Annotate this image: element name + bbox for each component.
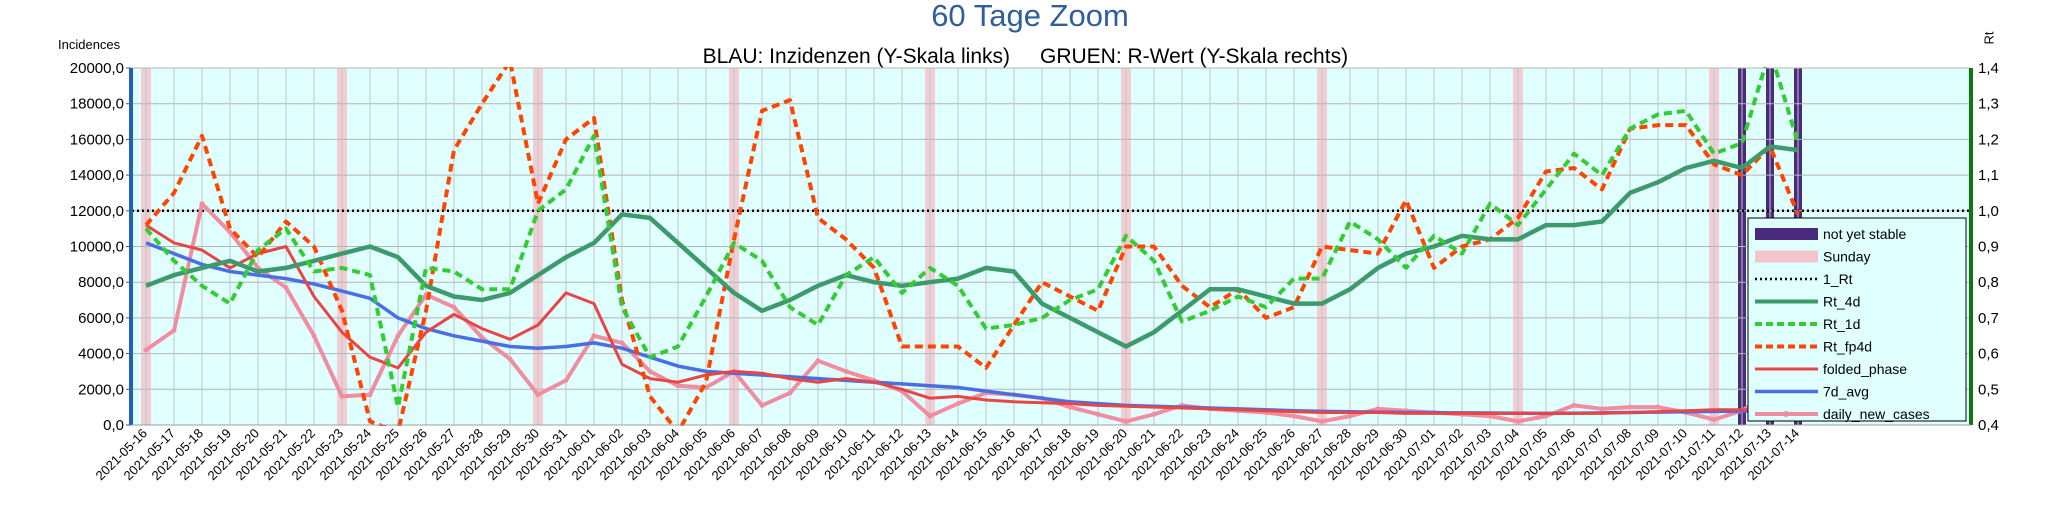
- data-point-daily_new_cases: [451, 304, 457, 310]
- legend-label: Rt_1d: [1823, 316, 1860, 332]
- data-point-daily_new_cases: [815, 358, 821, 364]
- data-point-daily_new_cases: [1627, 404, 1633, 410]
- data-point-daily_new_cases: [759, 402, 765, 408]
- data-point-daily_new_cases: [843, 368, 849, 374]
- y-tick-label-right: 0,6: [1978, 346, 1999, 363]
- y-tick-label-left: 14000,0: [70, 167, 124, 184]
- y-ticks-left: 0,0 2000,0 4000,0 6000,0 8000,0 10000,0 12000,…: [70, 60, 131, 434]
- data-point-daily_new_cases: [1655, 404, 1661, 410]
- y-tick-label-left: 16000,0: [70, 131, 124, 148]
- chart-subtitle-left: BLAU: Inzidenzen (Y-Skala links): [703, 45, 1010, 68]
- data-point-daily_new_cases: [1599, 406, 1605, 412]
- legend-label: not yet stable: [1823, 226, 1906, 242]
- legend-label: daily_new_cases: [1823, 406, 1930, 422]
- data-point-daily_new_cases: [1123, 418, 1129, 424]
- data-point-daily_new_cases: [787, 390, 793, 396]
- data-point-daily_new_cases: [955, 401, 961, 407]
- data-point-daily_new_cases: [143, 347, 149, 353]
- y-tick-label-left: 18000,0: [70, 96, 124, 113]
- y-tick-label-left: 8000,0: [78, 274, 124, 291]
- data-point-daily_new_cases: [395, 333, 401, 339]
- series-line-Rt_4d: [145, 144, 1799, 349]
- y-tick-label-right: 1,0: [1978, 203, 1999, 220]
- data-point-daily_new_cases: [927, 413, 933, 419]
- y-tick-label-right: 0,7: [1978, 310, 1999, 327]
- data-point-daily_new_cases: [1711, 417, 1717, 423]
- y-tick-label-left: 12000,0: [70, 203, 124, 220]
- legend-label: 1_Rt: [1823, 271, 1853, 287]
- y-tick-label-left: 10000,0: [70, 239, 124, 256]
- data-point-daily_new_cases: [675, 383, 681, 389]
- legend-label: Sunday: [1823, 249, 1870, 265]
- data-point-daily_new_cases: [479, 335, 485, 340]
- data-point-daily_new_cases: [563, 377, 569, 383]
- data-point-daily_new_cases: [227, 229, 233, 235]
- data-point-daily_new_cases: [1571, 402, 1577, 408]
- y-tick-label-right: 0,4: [1978, 417, 1999, 434]
- y-tick-label-left: 0,0: [103, 417, 124, 434]
- chart-title: 60 Tage Zoom: [931, 0, 1129, 33]
- legend-marker: [1783, 411, 1789, 417]
- y-tick-label-right: 1,1: [1978, 167, 1999, 184]
- data-point-daily_new_cases: [199, 201, 205, 207]
- y-tick-label-right: 0,9: [1978, 239, 1999, 256]
- y-tick-label-right: 0,8: [1978, 274, 1999, 291]
- y-tick-label-left: 4000,0: [78, 346, 124, 363]
- y-ticks-right: 0,4 0,5 0,6 0,7 0,8 0,9 1,0 1,1 1,2 1,3 1,4: [1978, 60, 1999, 434]
- data-point-daily_new_cases: [283, 285, 289, 291]
- y-tick-label-right: 1,2: [1978, 131, 1999, 148]
- data-point-daily_new_cases: [1515, 418, 1521, 424]
- y-tick-label-left: 2000,0: [78, 381, 124, 398]
- legend-label: Rt_fp4d: [1823, 339, 1872, 355]
- y-tick-label-right: 0,5: [1978, 381, 1999, 398]
- data-point-daily_new_cases: [619, 340, 625, 346]
- chart-subtitle-right: GRUEN: R-Wert (Y-Skala rechts): [1040, 45, 1348, 68]
- data-point-daily_new_cases: [1375, 406, 1381, 412]
- y-tick-label-left: 20000,0: [70, 60, 124, 77]
- legend-label: folded_phase: [1823, 361, 1907, 377]
- legend-swatch: [1755, 228, 1818, 240]
- y-axis-right-label: Rt: [1981, 31, 1996, 44]
- data-point-daily_new_cases: [1291, 413, 1297, 419]
- y-tick-label-right: 1,4: [1978, 60, 1999, 77]
- data-point-daily_new_cases: [1067, 404, 1073, 410]
- x-ticks: 2021-05-162021-05-172021-05-182021-05-19…: [92, 426, 1802, 484]
- legend-label: 7d_avg: [1823, 384, 1869, 400]
- data-point-daily_new_cases: [339, 393, 345, 399]
- data-point-daily_new_cases: [311, 333, 317, 339]
- y-tick-label-left: 6000,0: [78, 310, 124, 327]
- legend-swatch: [1755, 250, 1818, 263]
- y-axis-left-label: Incidences: [58, 37, 121, 52]
- data-point-daily_new_cases: [647, 368, 653, 374]
- data-point-daily_new_cases: [1319, 418, 1325, 424]
- series-line-Rt_fp4d: [144, 67, 1800, 426]
- legend: not yet stable Sunday 1_Rt Rt_4d Rt_1d Rt_fp4…: [1747, 217, 1967, 422]
- data-point-daily_new_cases: [367, 392, 373, 398]
- data-point-daily_new_cases: [507, 356, 513, 362]
- data-point-daily_new_cases: [1151, 411, 1157, 417]
- data-point-daily_new_cases: [171, 327, 177, 333]
- data-point-daily_new_cases: [591, 333, 597, 339]
- legend-label: Rt_4d: [1823, 294, 1860, 310]
- data-point-daily_new_cases: [1095, 411, 1101, 417]
- y-tick-label-right: 1,3: [1978, 96, 1999, 113]
- data-point-daily_new_cases: [535, 392, 541, 398]
- data-point-daily_new_cases: [1347, 413, 1353, 419]
